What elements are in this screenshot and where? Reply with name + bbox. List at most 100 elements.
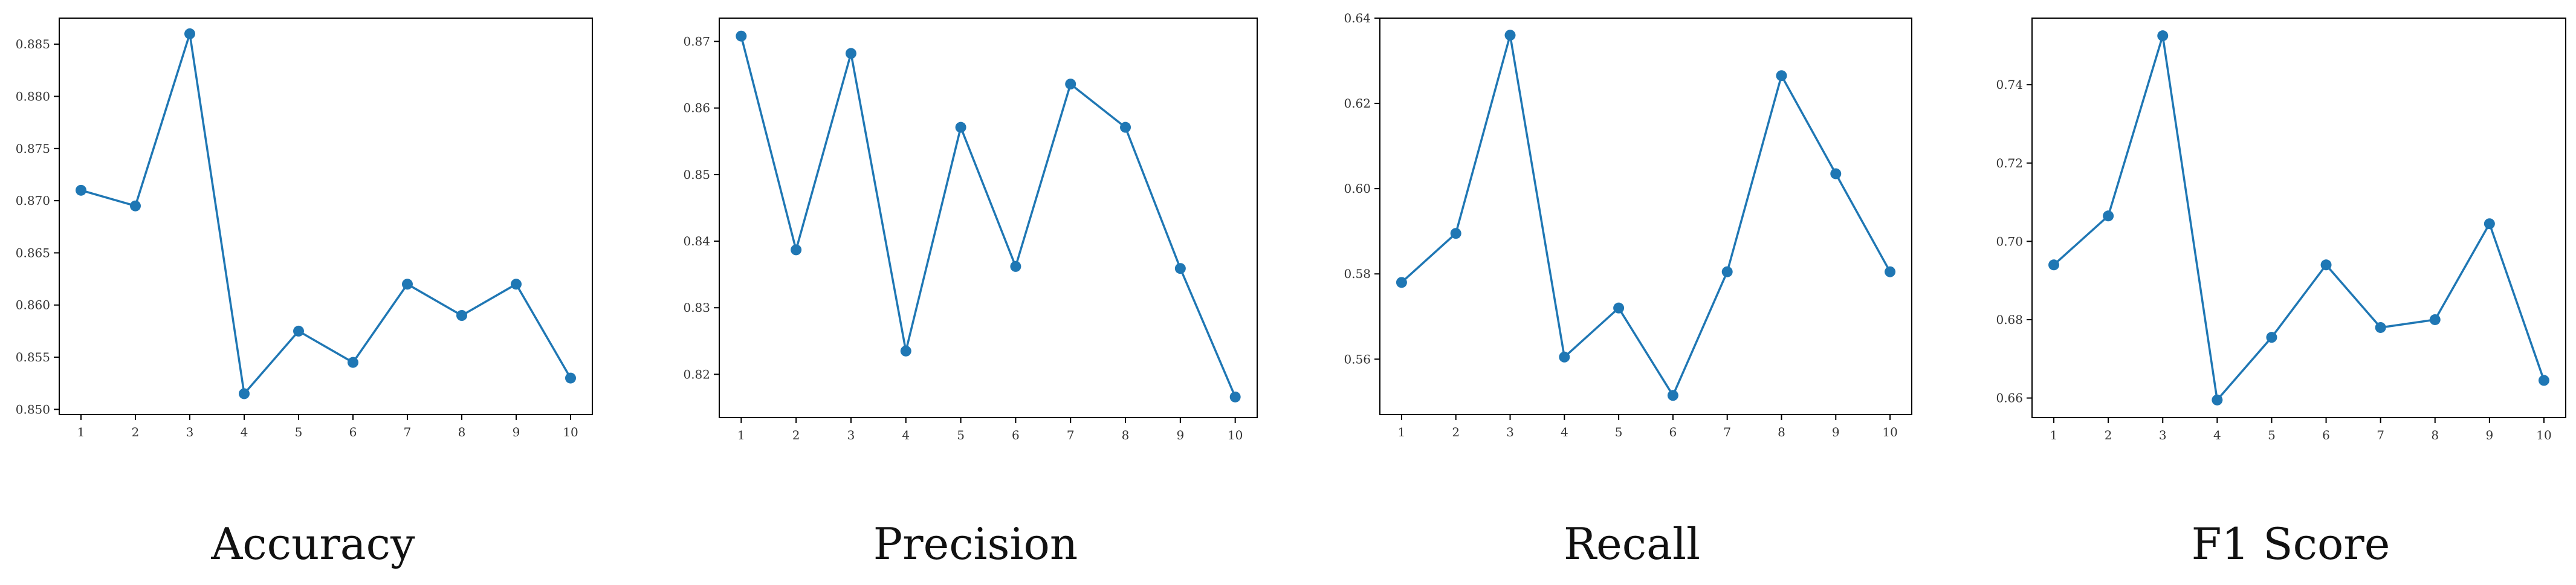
recall-x-tick-label: 9: [1832, 425, 1840, 439]
f1-score-point: [2429, 314, 2441, 325]
accuracy-x-tick-label: 1: [77, 425, 85, 439]
recall-x-tick-label: 2: [1452, 425, 1460, 439]
recall-x-tick-label: 8: [1778, 425, 1785, 439]
f1-score-point: [2484, 218, 2495, 230]
f1-score-point: [2320, 259, 2332, 271]
recall-x-tick-label: 3: [1506, 425, 1514, 439]
accuracy-y-tick-label: 0.865: [16, 245, 50, 260]
caption-recall: Recall: [1564, 519, 1700, 569]
accuracy-point: [293, 325, 304, 337]
precision-x-tick-label: 8: [1122, 428, 1130, 442]
accuracy-x-tick-label: 10: [563, 425, 578, 439]
recall-point: [1396, 277, 1407, 288]
precision-point: [1174, 263, 1186, 274]
caption-f1-score: F1 Score: [2192, 519, 2390, 569]
accuracy-x-tick-label: 7: [404, 425, 412, 439]
accuracy-y-tick-label: 0.850: [16, 402, 50, 416]
f1-score-x-tick-label: 9: [2485, 428, 2493, 442]
accuracy-y-tick-label: 0.870: [16, 193, 50, 208]
accuracy-x-tick-label: 6: [349, 425, 357, 439]
recall-x-tick-label: 5: [1615, 425, 1623, 439]
accuracy-axes-frame: [59, 18, 593, 415]
accuracy-x-tick-label: 2: [132, 425, 140, 439]
caption-precision: Precision: [873, 519, 1078, 569]
precision-point: [845, 48, 856, 59]
f1-score-x-tick-label: 3: [2159, 428, 2167, 442]
accuracy-x-tick-label: 9: [513, 425, 520, 439]
accuracy-point: [456, 310, 467, 321]
f1-score-point: [2048, 259, 2060, 271]
f1-score-point: [2266, 332, 2277, 343]
f1-score-series-line: [2053, 34, 2545, 401]
accuracy-x-tick-label: 5: [295, 425, 303, 439]
accuracy-y-tick-label: 0.855: [16, 350, 50, 364]
precision-x-tick-label: 7: [1067, 428, 1075, 442]
accuracy-point: [511, 279, 522, 290]
panel-recall: 0.56 0.58 0.60 0.62 0.64 1 2 3 4 5 6 7 8 9 10 Recall: [1344, 11, 1912, 569]
precision-point: [1010, 260, 1021, 272]
f1-score-x-tick-label: 10: [2536, 428, 2551, 442]
recall-point: [1450, 228, 1461, 239]
recall-series-line: [1400, 34, 1891, 397]
f1-score-x-tick-label: 5: [2268, 428, 2276, 442]
f1-score-x-tick-label: 8: [2431, 428, 2439, 442]
precision-x-tick-label: 10: [1228, 428, 1243, 442]
f1-score-y-tick-label: 0.72: [1996, 156, 2023, 170]
accuracy-y-tick-label: 0.885: [16, 37, 50, 51]
accuracy-x-tick-label: 3: [186, 425, 194, 439]
f1-score-point: [2212, 394, 2223, 406]
precision-x-tick-label: 5: [957, 428, 965, 442]
recall-point: [1559, 351, 1570, 363]
precision-x-tick-label: 3: [847, 428, 855, 442]
panel-accuracy: 0.850 0.855 0.860 0.865 0.870 0.875 0.880 0.885…: [16, 18, 593, 569]
precision-x-tick-label: 2: [792, 428, 800, 442]
recall-y-tick-label: 0.62: [1344, 96, 1371, 111]
precision-y-tick-label: 0.85: [683, 167, 710, 182]
accuracy-point: [76, 184, 86, 196]
precision-y-tick-label: 0.84: [683, 234, 710, 248]
accuracy-point: [130, 200, 141, 212]
recall-y-tick-label: 0.64: [1344, 11, 1371, 25]
recall-x-tick-label: 6: [1669, 425, 1677, 439]
recall-x-tick-label: 7: [1723, 425, 1731, 439]
precision-point: [955, 121, 966, 133]
f1-score-point: [2538, 375, 2549, 386]
precision-point: [900, 345, 911, 357]
f1-score-point: [2103, 210, 2114, 222]
recall-axes-frame: [1379, 18, 1912, 415]
recall-y-tick-label: 0.60: [1344, 181, 1371, 196]
precision-x-tick-label: 1: [737, 428, 745, 442]
precision-y-tick-label: 0.82: [683, 367, 710, 381]
panel-precision: 0.82 0.83 0.84 0.85 0.86 0.87 1 2 3 4 5 6 7 8 9 10 Prec…: [683, 18, 1258, 569]
precision-point: [1065, 79, 1076, 90]
f1-score-y-tick-label: 0.74: [1996, 77, 2023, 92]
f1-score-axes-frame: [2031, 18, 2566, 418]
precision-y-tick-label: 0.83: [683, 300, 710, 315]
recall-point: [1885, 266, 1896, 277]
recall-y-tick-label: 0.58: [1344, 267, 1371, 281]
precision-point: [1120, 121, 1131, 133]
accuracy-y-tick-label: 0.880: [16, 89, 50, 103]
accuracy-point: [348, 357, 358, 368]
precision-y-tick-label: 0.86: [683, 101, 710, 115]
precision-point: [736, 30, 747, 42]
recall-x-tick-label: 4: [1561, 425, 1568, 439]
f1-score-y-tick-label: 0.68: [1996, 312, 2023, 327]
recall-point: [1721, 266, 1733, 277]
accuracy-x-tick-label: 4: [241, 425, 248, 439]
recall-x-tick-label: 10: [1882, 425, 1897, 439]
f1-score-x-tick-label: 6: [2322, 428, 2330, 442]
precision-x-tick-label: 9: [1176, 428, 1184, 442]
f1-score-point: [2375, 322, 2386, 333]
recall-point: [1504, 30, 1516, 41]
recall-point: [1830, 168, 1842, 179]
recall-point: [1776, 70, 1787, 82]
accuracy-point: [239, 388, 250, 399]
accuracy-y-tick-label: 0.860: [16, 298, 50, 312]
precision-series-line: [740, 36, 1237, 398]
f1-score-point: [2157, 30, 2169, 42]
precision-x-tick-label: 6: [1012, 428, 1020, 442]
f1-score-x-tick-label: 1: [2050, 428, 2058, 442]
accuracy-y-tick-label: 0.875: [16, 141, 50, 156]
